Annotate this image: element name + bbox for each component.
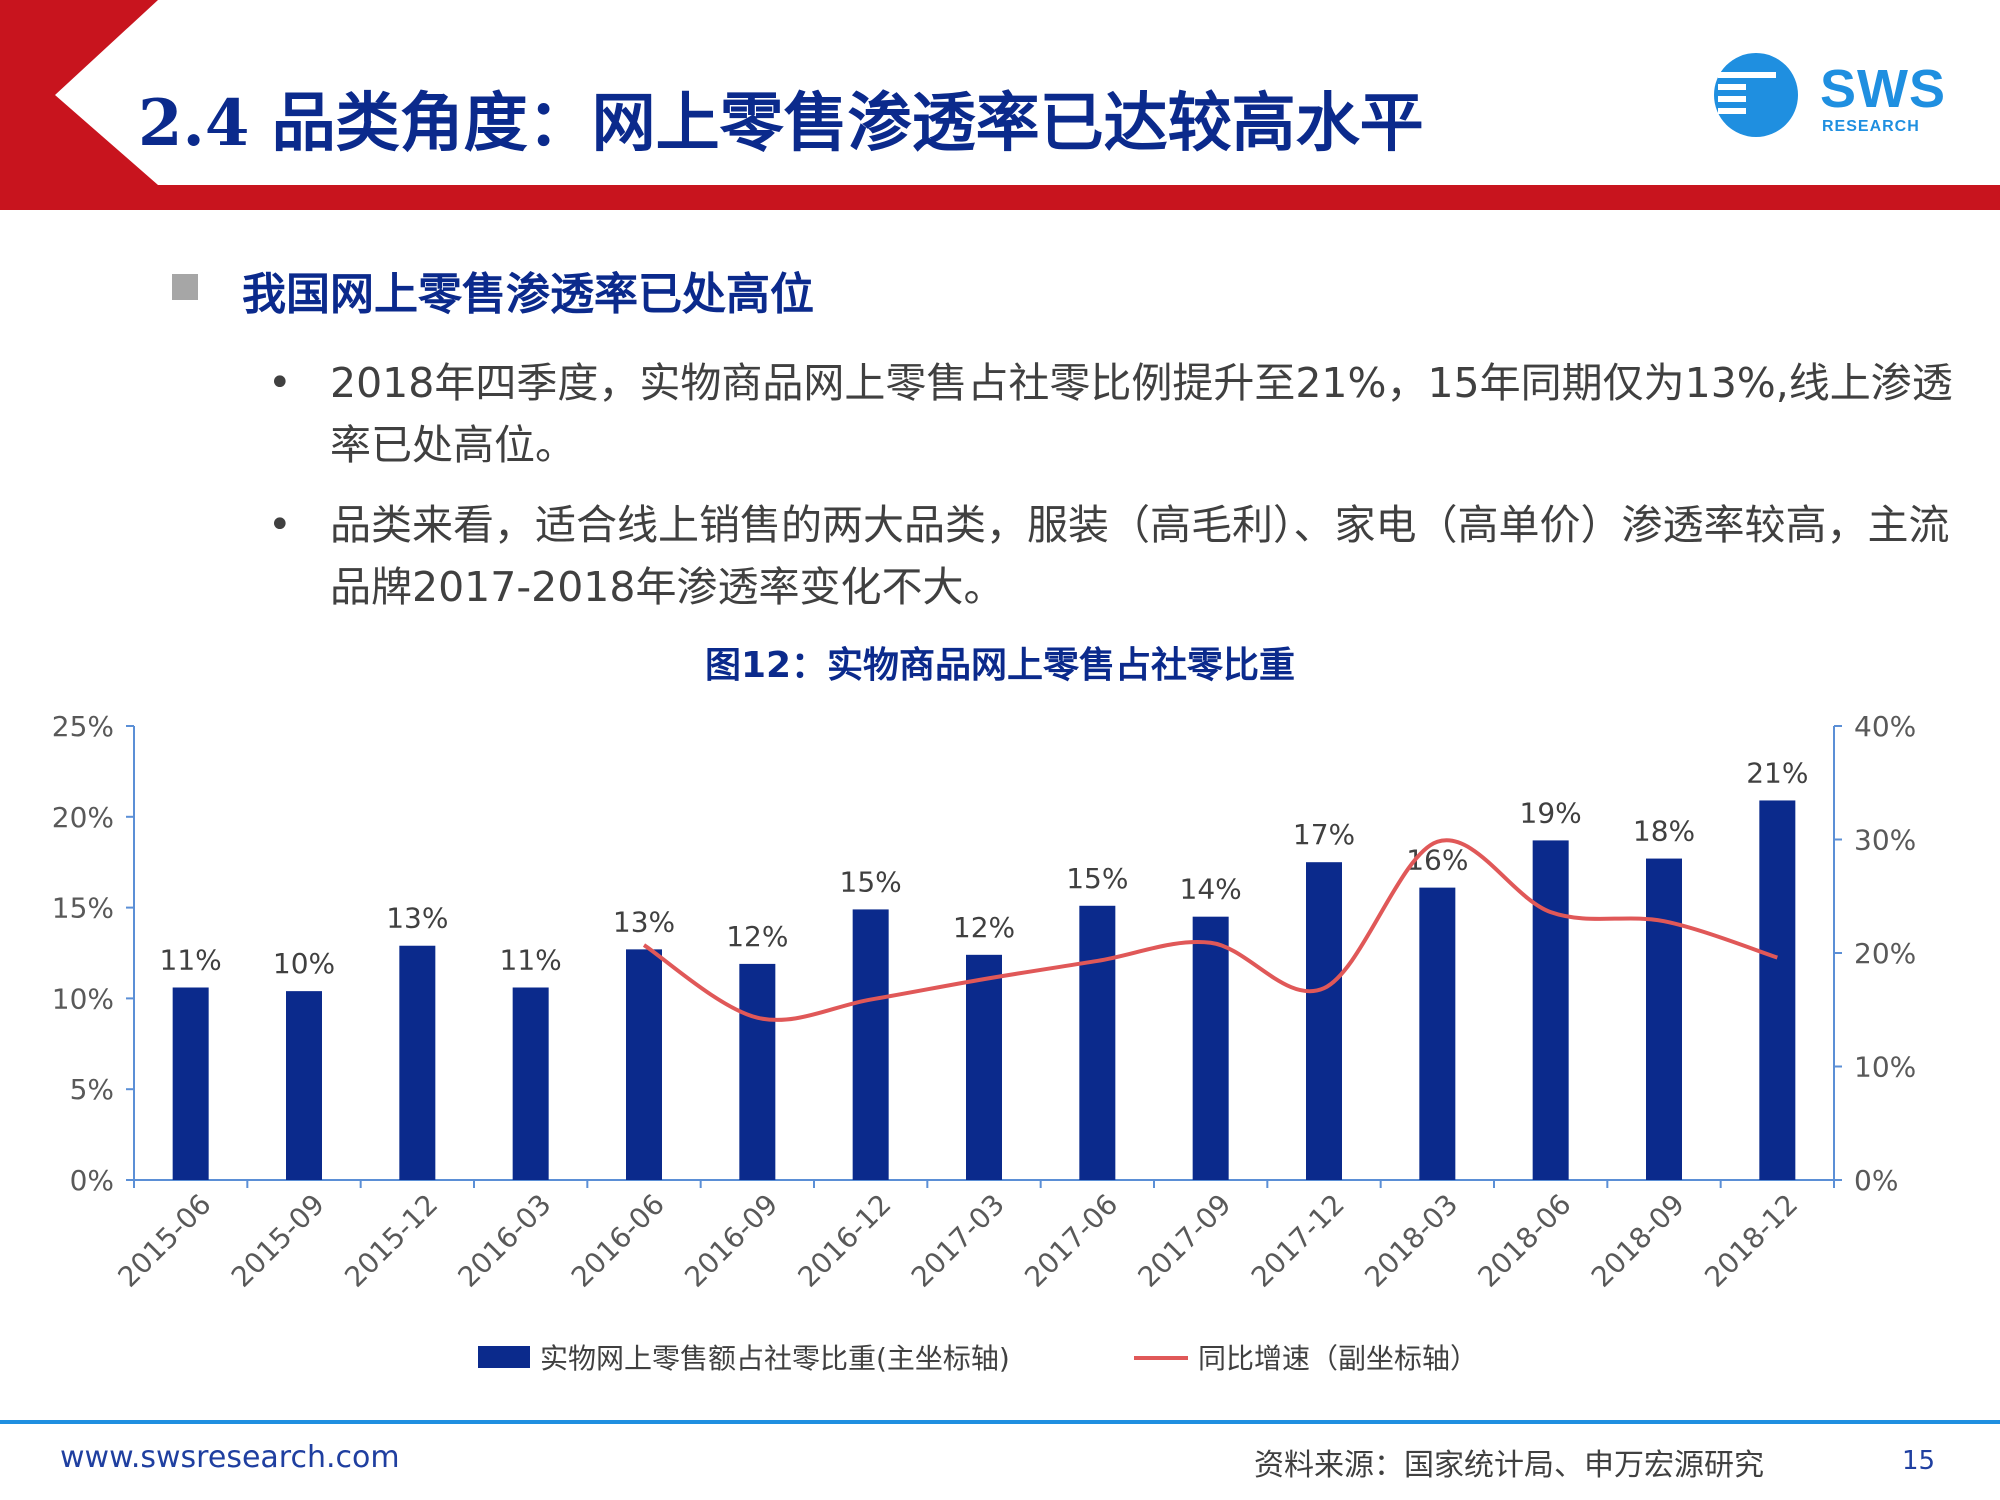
logo-wordmark: SWS — [1820, 59, 1947, 119]
bar-data-label: 10% — [273, 947, 335, 980]
legend-swatch-bar — [478, 1346, 530, 1368]
y2-tick-label: 20% — [1854, 937, 1916, 970]
bar-data-label: 15% — [1066, 862, 1128, 895]
bar — [626, 949, 662, 1180]
bar — [399, 945, 436, 1180]
header-banner — [0, 0, 2000, 210]
bar — [1192, 916, 1229, 1180]
bar-data-label: 21% — [1746, 756, 1808, 789]
x-tick-label: 2016-03 — [452, 1188, 558, 1294]
bar — [172, 987, 209, 1180]
y2-tick-label: 10% — [1854, 1051, 1916, 1084]
bullet-dot: • — [268, 502, 292, 548]
section-bullet-square — [172, 274, 198, 300]
bar-data-label: 11% — [500, 944, 562, 977]
y-tick-label: 10% — [52, 982, 114, 1015]
y2-tick-label: 0% — [1854, 1164, 1898, 1197]
bar — [739, 963, 776, 1180]
bar-data-label: 12% — [726, 920, 788, 953]
website-link[interactable]: www.swsresearch.com — [60, 1440, 400, 1475]
legend-label-bar: 实物网上零售额占社零比重(主坐标轴) — [540, 1342, 1010, 1375]
footer-rule — [0, 1420, 2000, 1424]
legend-label-line: 同比增速（副坐标轴） — [1198, 1342, 1478, 1375]
y-tick-label: 0% — [70, 1164, 114, 1197]
figure-title: 图12：实物商品网上零售占社零比重 — [704, 645, 1296, 686]
x-tick-label: 2017-12 — [1245, 1188, 1351, 1294]
page-number: 15 — [1902, 1446, 1936, 1476]
bar-data-label: 13% — [613, 905, 675, 938]
y-tick-label: 25% — [52, 710, 114, 743]
y-tick-label: 15% — [52, 892, 114, 925]
x-tick-label: 2017-09 — [1132, 1188, 1238, 1294]
growth-rate-line — [642, 838, 1778, 1022]
bullet-dot: • — [268, 360, 292, 406]
logo-subtitle: RESEARCH — [1822, 118, 1920, 135]
source-note: 资料来源：国家统计局、申万宏源研究 — [1254, 1448, 1764, 1483]
sws-logo-icon — [1714, 53, 1798, 137]
y-tick-label: 20% — [52, 801, 114, 834]
bar — [286, 991, 322, 1180]
bar — [1079, 905, 1116, 1180]
x-tick-label: 2017-03 — [905, 1188, 1011, 1294]
x-tick-label: 2018-06 — [1472, 1188, 1578, 1294]
bar — [966, 954, 1002, 1180]
bullet-text-1: 2018年四季度，实物商品网上零售占社零比例提升至21%，15年同期仅为13%,… — [330, 359, 1953, 469]
bar — [512, 987, 549, 1180]
bar — [1759, 800, 1796, 1180]
section-heading: 我国网上零售渗透率已处高位 — [242, 269, 814, 320]
x-tick-label: 2015-12 — [338, 1188, 444, 1294]
bar-data-label: 17% — [1293, 818, 1355, 851]
penetration-chart: 0%5%10%15%20%25%0%10%20%30%40%2015-06 201… — [52, 710, 1916, 1375]
x-tick-label: 2018-03 — [1358, 1188, 1464, 1294]
x-tick-label: 2015-09 — [225, 1188, 331, 1294]
bullet-text-2: 品类来看，适合线上销售的两大品类，服装（高毛利）、家电（高单价）渗透率较高，主流… — [330, 501, 1950, 611]
bar-data-label: 14% — [1180, 873, 1242, 906]
y2-tick-label: 30% — [1854, 824, 1916, 857]
bar-data-label: 11% — [160, 944, 222, 977]
x-tick-label: 2016-09 — [678, 1188, 784, 1294]
x-tick-label: 2017-06 — [1018, 1188, 1124, 1294]
bar — [852, 909, 889, 1180]
bar-data-label: 13% — [386, 902, 448, 935]
bar-data-label: 19% — [1520, 796, 1582, 829]
bar — [1532, 840, 1569, 1180]
x-tick-label: 2015-06 — [112, 1188, 218, 1294]
y2-tick-label: 40% — [1854, 710, 1916, 743]
bar-data-label: 12% — [953, 911, 1015, 944]
bar-data-label: 15% — [840, 865, 902, 898]
x-tick-label: 2016-12 — [792, 1188, 898, 1294]
x-tick-label: 2018-09 — [1585, 1188, 1691, 1294]
bar-data-label: 18% — [1633, 815, 1695, 848]
bar — [1646, 858, 1682, 1180]
bar — [1419, 887, 1456, 1180]
bar — [1306, 862, 1342, 1180]
x-tick-label: 2016-06 — [565, 1188, 671, 1294]
y-tick-label: 5% — [70, 1073, 114, 1106]
x-tick-label: 2018-12 — [1698, 1188, 1804, 1294]
slide-title: 2.4 品类角度：网上零售渗透率已达较高水平 — [138, 86, 1424, 161]
